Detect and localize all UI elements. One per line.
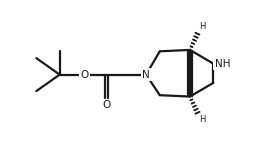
Text: NH: NH bbox=[215, 59, 230, 69]
Text: H: H bbox=[199, 115, 206, 125]
Text: O: O bbox=[102, 100, 111, 110]
Text: H: H bbox=[199, 22, 206, 31]
Text: O: O bbox=[80, 70, 89, 80]
Text: N: N bbox=[142, 70, 150, 80]
